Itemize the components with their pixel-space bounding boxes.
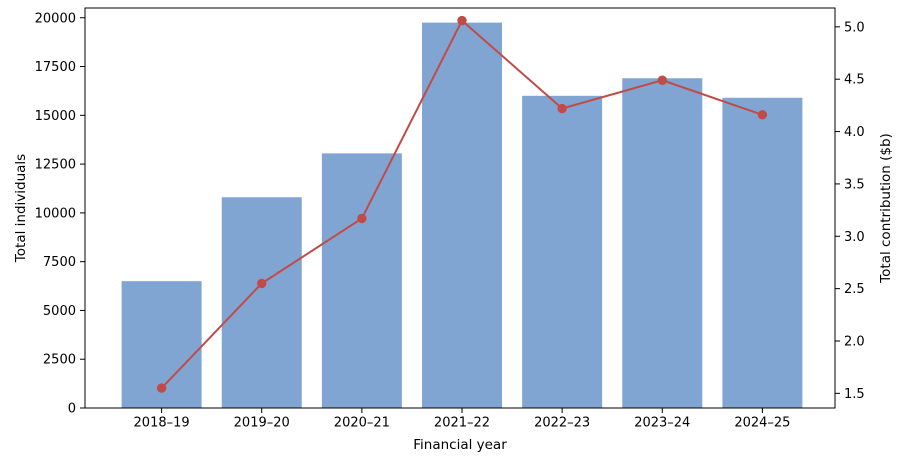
right-axis-tick-label: 3.5 — [844, 177, 865, 192]
x-axis-label: Financial year — [413, 437, 507, 453]
left-axis-tick-label: 0 — [68, 402, 76, 417]
left-axis-tick-label: 20000 — [35, 11, 76, 26]
line-marker-2020–21 — [357, 213, 367, 224]
x-axis-tick-label: 2018–19 — [134, 416, 190, 431]
left-axis-tick-label: 15000 — [35, 109, 76, 124]
left-axis-tick-label: 10000 — [35, 206, 76, 221]
right-axis-tick-label: 4.0 — [844, 125, 865, 140]
right-axis-tick-label: 2.0 — [844, 334, 865, 349]
x-axis-tick-label: 2021–22 — [434, 416, 490, 431]
line-marker-2023–24 — [657, 75, 667, 85]
left-axis-tick-label: 7500 — [43, 255, 76, 270]
x-axis-tick-label: 2020–21 — [334, 416, 390, 431]
bar-2019–20 — [221, 197, 302, 408]
bar-2021–22 — [422, 22, 503, 408]
right-axis-tick-label: 5.0 — [844, 20, 865, 35]
bar-2020–21 — [321, 153, 402, 408]
bar-2022–23 — [522, 95, 603, 409]
right-y-axis-label: Total contribution ($b) — [878, 133, 894, 283]
line-marker-2022–23 — [557, 103, 567, 114]
x-axis-tick-label: 2022–23 — [534, 416, 590, 431]
right-axis-tick-label: 3.0 — [844, 230, 865, 245]
right-axis-tick-label: 2.5 — [844, 282, 865, 297]
line-marker-2019–20 — [257, 278, 267, 289]
line-marker-2021–22 — [457, 15, 467, 26]
right-axis-tick-label: 1.5 — [844, 387, 865, 402]
right-axis-tick-label: 4.5 — [844, 73, 865, 88]
x-axis-tick-label: 2023–24 — [634, 416, 690, 431]
left-axis-tick-label: 12500 — [35, 158, 76, 173]
left-y-axis-label: Total individuals — [13, 153, 29, 263]
bar-2024–25 — [722, 97, 803, 408]
left-axis-tick-label: 17500 — [35, 60, 76, 75]
left-axis-tick-label: 2500 — [43, 353, 76, 368]
axes-spines — [84, 7, 836, 409]
x-axis-tick-label: 2024–25 — [734, 416, 790, 431]
line-marker-2024–25 — [757, 110, 768, 120]
bar-2023–24 — [622, 78, 703, 409]
line-marker-2018–19 — [156, 383, 167, 393]
x-axis-tick-label: 2019–20 — [234, 416, 290, 431]
left-axis-tick-label: 5000 — [43, 304, 76, 319]
